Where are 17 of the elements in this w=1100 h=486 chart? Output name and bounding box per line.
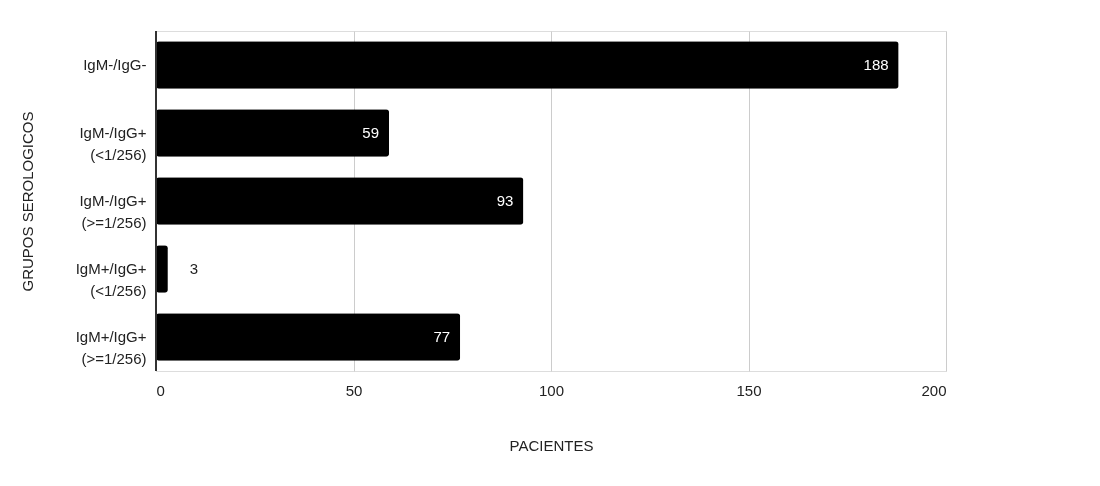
x-tick-label: 50 <box>345 381 363 399</box>
data-label: 77 <box>433 328 451 345</box>
y-tick-label: IgM+/IgG+ (>=1/256) <box>75 328 147 367</box>
x-tick-label: 150 <box>736 381 762 399</box>
data-label: 3 <box>189 260 199 277</box>
x-tick-label: 0 <box>156 381 165 399</box>
x-axis-title: PACIENTES <box>509 436 594 454</box>
data-label: 188 <box>863 56 889 73</box>
y-axis-title: GRUPOS SEROLOGICOS <box>18 111 36 292</box>
y-tick-label: IgM-/IgG+ (<1/256) <box>79 124 147 163</box>
y-tick-label: IgM-/IgG+ (>=1/256) <box>79 192 147 231</box>
data-label: 59 <box>362 124 380 141</box>
y-tick-label: IgM+/IgG+ (<1/256) <box>75 260 147 299</box>
x-tick-label: 200 <box>921 381 947 399</box>
x-tick-label: 100 <box>538 381 565 399</box>
y-tick-label: IgM-/IgG- <box>83 56 147 73</box>
data-label: 93 <box>496 192 514 209</box>
